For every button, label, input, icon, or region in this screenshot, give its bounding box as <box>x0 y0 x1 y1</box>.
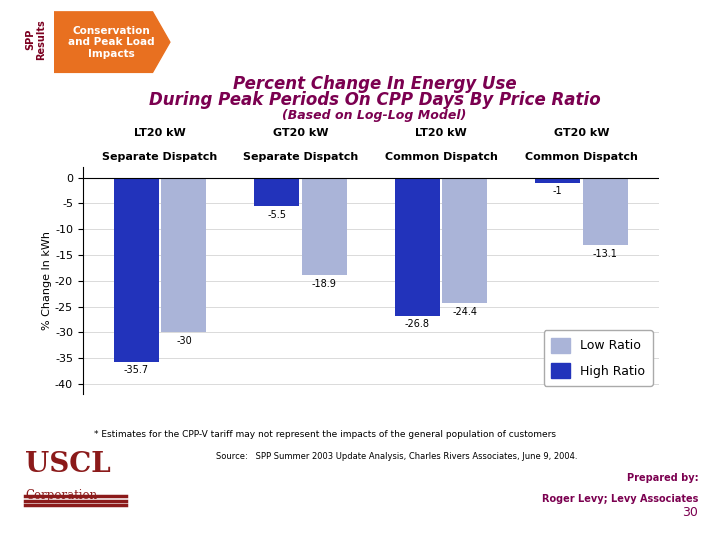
Text: Source:   SPP Summer 2003 Update Analysis, Charles Rivers Associates, June 9, 20: Source: SPP Summer 2003 Update Analysis,… <box>216 452 577 461</box>
Text: 30: 30 <box>683 507 698 519</box>
Text: Roger Levy; Levy Associates: Roger Levy; Levy Associates <box>542 494 698 504</box>
Text: LT20 kW: LT20 kW <box>134 127 186 138</box>
Bar <box>583 178 628 245</box>
Text: Conservation
and Peak Load
Impacts: Conservation and Peak Load Impacts <box>68 25 155 59</box>
Text: During Peak Periods On CPP Days By Price Ratio: During Peak Periods On CPP Days By Price… <box>148 91 600 109</box>
Text: -13.1: -13.1 <box>593 249 618 259</box>
Bar <box>254 178 299 206</box>
Text: Separate Dispatch: Separate Dispatch <box>102 152 217 162</box>
Text: Commercial / Industrial: Commercial / Industrial <box>467 17 660 32</box>
Y-axis label: % Change In kWh: % Change In kWh <box>42 231 52 330</box>
Bar <box>395 178 440 316</box>
Text: Corporation: Corporation <box>25 489 97 502</box>
Text: GT20 kW: GT20 kW <box>273 127 328 138</box>
Text: -26.8: -26.8 <box>405 320 430 329</box>
Text: * Estimates for the CPP-V tariff may not represent the impacts of the general po: * Estimates for the CPP-V tariff may not… <box>94 430 556 439</box>
FancyArrow shape <box>54 12 170 72</box>
Text: GT20 kW: GT20 kW <box>554 127 609 138</box>
Text: -5.5: -5.5 <box>267 210 286 220</box>
Text: Prepared by:: Prepared by: <box>627 473 698 483</box>
Text: -30: -30 <box>176 336 192 346</box>
Text: USCL: USCL <box>25 451 111 478</box>
Text: -18.9: -18.9 <box>312 279 337 289</box>
Text: -24.4: -24.4 <box>452 307 477 317</box>
Text: -1: -1 <box>553 186 562 197</box>
Text: SPP
Results: SPP Results <box>24 19 47 59</box>
Text: Common Dispatch: Common Dispatch <box>384 152 498 162</box>
Text: Common Dispatch: Common Dispatch <box>525 152 638 162</box>
Text: (Based on Log-Log Model): (Based on Log-Log Model) <box>282 109 467 122</box>
Text: -35.7: -35.7 <box>124 366 149 375</box>
Bar <box>161 178 207 332</box>
Legend: Low Ratio, High Ratio: Low Ratio, High Ratio <box>544 330 652 386</box>
Text: LT20 kW: LT20 kW <box>415 127 467 138</box>
Bar <box>535 178 580 183</box>
Text: Separate Dispatch: Separate Dispatch <box>243 152 358 162</box>
Bar <box>302 178 347 275</box>
Bar <box>443 178 487 303</box>
Text: Percent Change In Energy Use: Percent Change In Energy Use <box>233 75 516 93</box>
Bar <box>114 178 158 362</box>
